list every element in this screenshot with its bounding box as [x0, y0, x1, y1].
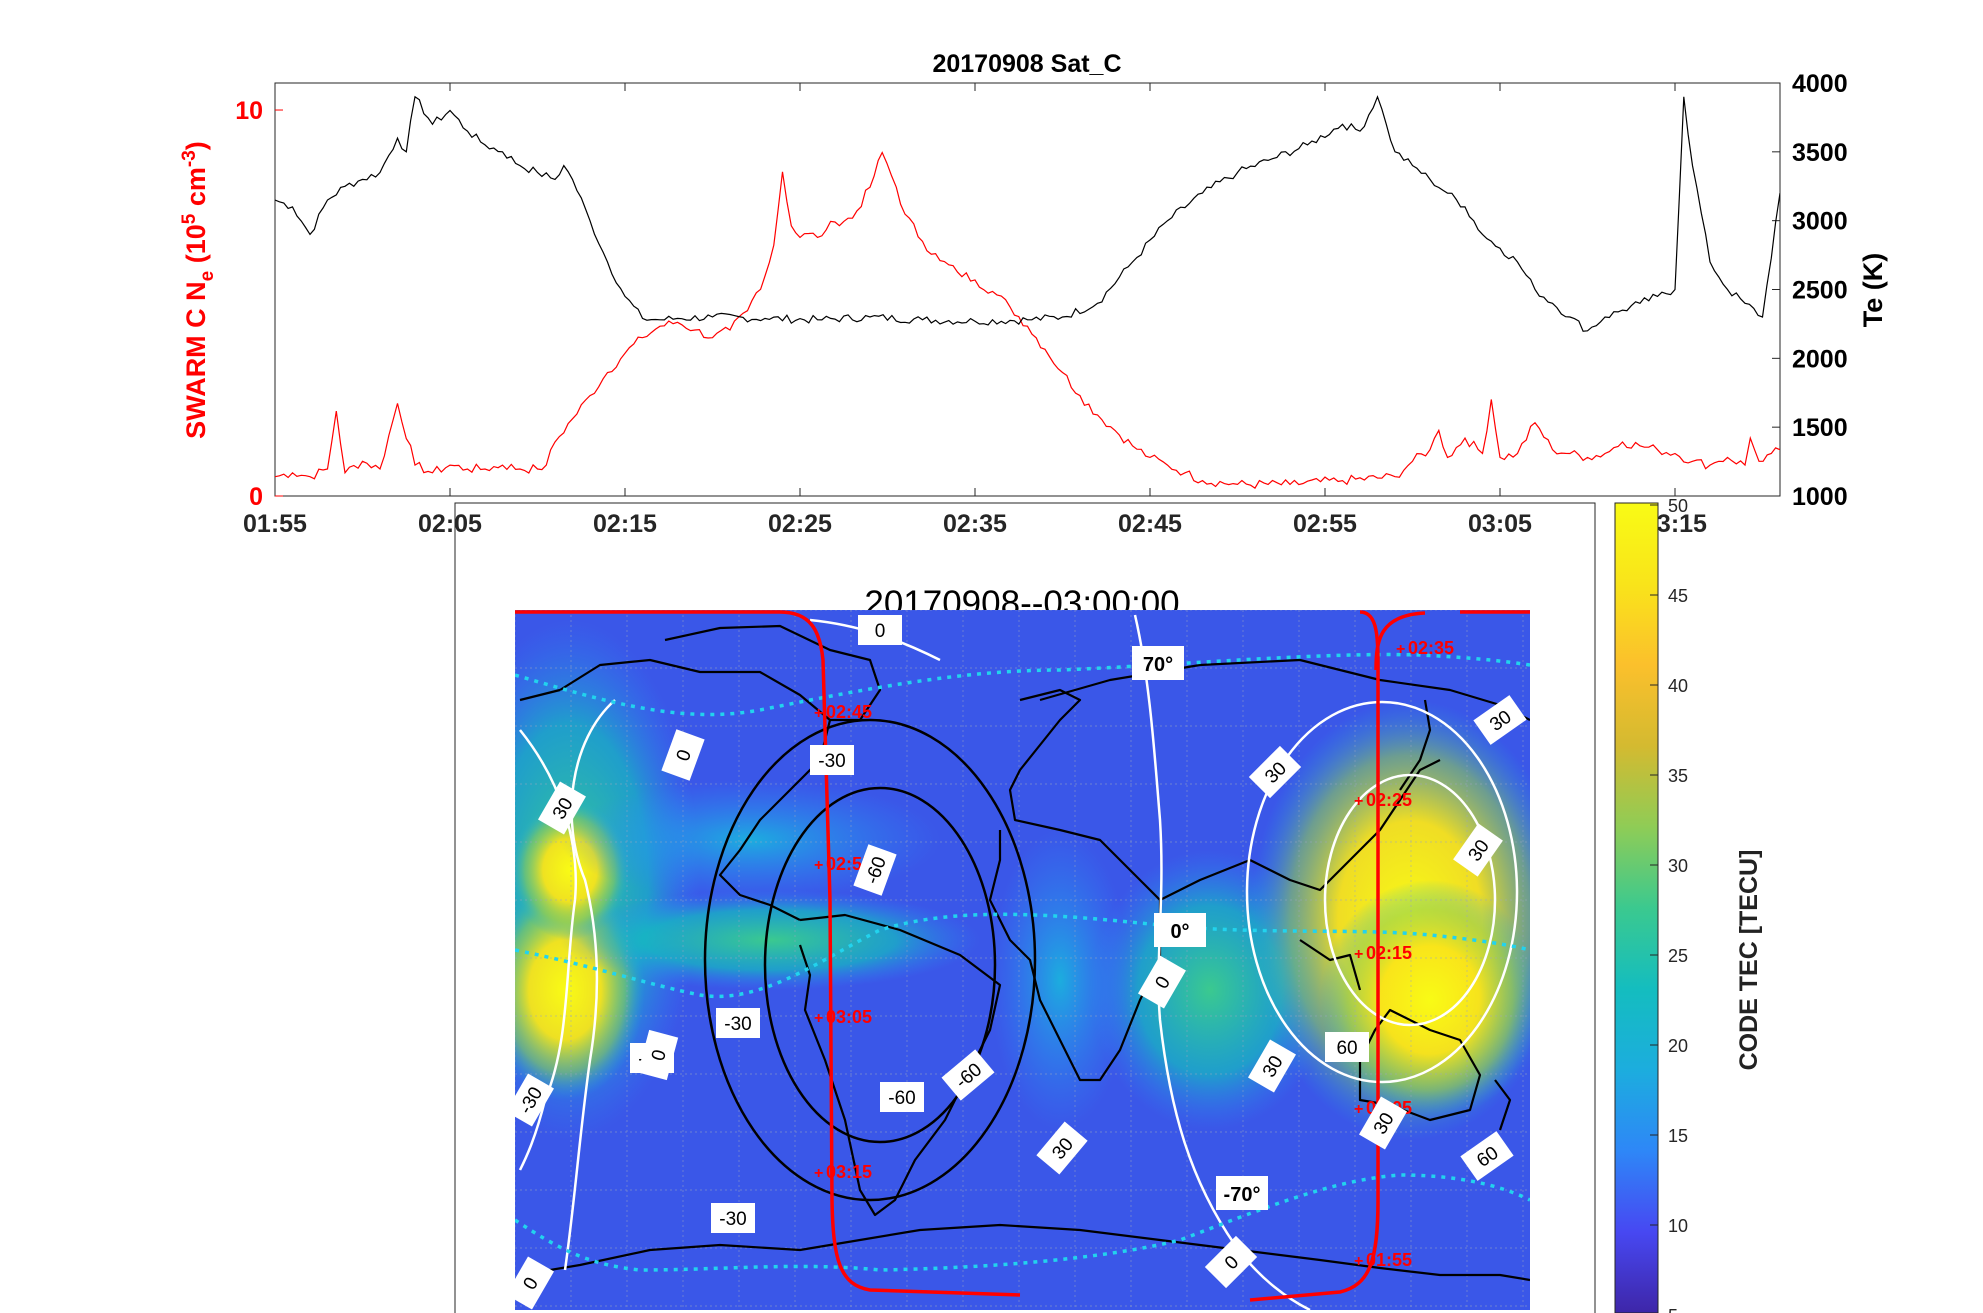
colorbar-tick-label: 50: [1668, 496, 1688, 516]
map-axes-frame: [454, 502, 1596, 1313]
contour-label: 30: [1248, 745, 1302, 799]
right-y-tick-label: 4000: [1792, 70, 1848, 98]
x-tick-label: 02:55: [1293, 510, 1357, 538]
track-marker-symbol: +: [1354, 793, 1363, 810]
track-marker-symbol: +: [1354, 1101, 1363, 1118]
contour-label: -30: [711, 1203, 755, 1233]
colorbar-tick-label: 30: [1668, 856, 1688, 876]
right-y-tick-label: 2000: [1792, 345, 1848, 373]
x-tick-label: 02:15: [593, 510, 657, 538]
contour-label: -30: [810, 745, 854, 775]
colorbar-tick-label: 10: [1668, 1216, 1688, 1236]
track-time-label: 02:15: [1366, 943, 1412, 963]
contour-labels: 003030-30-3030-30-60-60-60-3030-3070°030…: [515, 615, 1527, 1310]
track-time-label: 01:55: [1366, 1250, 1412, 1270]
svg-text:-30: -30: [719, 1209, 746, 1230]
tec-enhancement: [560, 780, 940, 900]
x-tick-label: 01:55: [243, 510, 307, 538]
contour-label: 30: [1359, 1096, 1407, 1150]
contour-label: 30: [1248, 1039, 1296, 1093]
latitude-label: 0°: [1154, 913, 1206, 947]
track-time-label: 03:05: [826, 1007, 872, 1027]
svg-text:0: 0: [875, 621, 886, 642]
plot-frame: [274, 82, 1781, 497]
colorbar-tick-label: 40: [1668, 676, 1688, 696]
tec-enhancement: [560, 890, 980, 990]
colorbar-ticks: 50 45 40 35 30 25 20 15 10 5: [1650, 496, 1688, 1313]
right-y-axis-label: Te (K): [1858, 253, 1888, 328]
svg-text:-30: -30: [818, 751, 845, 772]
tec-map-panel: 20170908--03:00:00: [454, 496, 1763, 1313]
colorbar-tick-label: 25: [1668, 946, 1688, 966]
x-axis: 01:55 02:05 02:15 02:25 02:35 02:45 02:55 03:05…: [243, 83, 1707, 538]
tec-enhancement: [990, 830, 1130, 1130]
electron-density-line: [275, 151, 1780, 489]
x-tick-label: 03:05: [1468, 510, 1532, 538]
track-time-label: 02:45: [826, 702, 872, 722]
svg-text:-30: -30: [724, 1014, 751, 1035]
contour-label: 0: [1138, 955, 1186, 1009]
svg-text:0°: 0°: [1170, 921, 1189, 943]
latitude-label: 70°: [1132, 646, 1184, 680]
satellite-track-markers: +01:55+02:05+02:15+02:25+02:35+02:45+02:…: [814, 638, 1454, 1270]
colorbar-tick-label: 20: [1668, 1036, 1688, 1056]
contour-label: 0: [661, 729, 705, 781]
contour-label: 0: [1204, 1235, 1258, 1289]
track-marker-symbol: +: [814, 857, 823, 874]
left-y-axis-label: SWARM C Ne (105 cm-3): [179, 141, 218, 439]
track-marker-symbol: +: [814, 1165, 823, 1182]
right-y-tick-label: 3500: [1792, 139, 1848, 167]
x-tick-label: 02:25: [768, 510, 832, 538]
contour-label: -30: [716, 1008, 760, 1038]
svg-text:-60: -60: [888, 1088, 915, 1109]
chart-title: 20170908 Sat_C: [932, 50, 1121, 78]
svg-text:0: 0: [648, 1048, 671, 1064]
colorbar-label: CODE TEC [TECU]: [1735, 850, 1763, 1071]
track-marker-symbol: +: [814, 1010, 823, 1027]
colorbar-tick-label: 15: [1668, 1126, 1688, 1146]
latitude-label: -70°: [1216, 1176, 1268, 1210]
track-marker-symbol: +: [814, 705, 823, 722]
x-tick-label: 02:35: [943, 510, 1007, 538]
contour-label: 30: [538, 781, 586, 835]
time-series-chart: 20170908 Sat_C 01:55 02:05 02:15 02:25 02:35…: [179, 50, 1888, 538]
contour-label: 60: [1325, 1032, 1369, 1062]
satellite-track: [515, 610, 1530, 1302]
contour-label: 0: [637, 1029, 679, 1081]
electron-temperature-line: [275, 95, 1780, 332]
right-y-tick-label: 1500: [1792, 414, 1848, 442]
contour-label: 0: [515, 1256, 554, 1310]
svg-text:-70°: -70°: [1224, 1184, 1261, 1206]
track-marker-symbol: +: [1396, 641, 1405, 658]
right-y-tick-label: 3000: [1792, 208, 1848, 236]
track-marker-symbol: +: [1354, 946, 1363, 963]
right-y-tick-label: 2500: [1792, 277, 1848, 305]
left-y-tick-label: 10: [235, 97, 263, 125]
track-time-label: 02:25: [1366, 790, 1412, 810]
left-y-tick-label: 0: [249, 483, 263, 511]
contour-label: -60: [880, 1082, 924, 1112]
x-tick-label: 02:45: [1118, 510, 1182, 538]
left-y-axis: 0 10: [235, 97, 283, 511]
magnetic-latitude-lines: [515, 652, 1530, 1272]
colorbar: [1614, 502, 1659, 1313]
colorbar-tick-label: 45: [1668, 586, 1688, 606]
colorbar-tick-label: 35: [1668, 766, 1688, 786]
x-tick-label: 02:05: [418, 510, 482, 538]
contour-label: 0: [858, 615, 902, 645]
contour-label: -60: [853, 844, 897, 896]
track-time-label: 03:15: [826, 1162, 872, 1182]
track-marker-symbol: +: [1354, 1253, 1363, 1270]
tec-enhancement: [1320, 880, 1530, 1120]
svg-text:70°: 70°: [1143, 654, 1173, 676]
colorbar-tick-label: 5: [1668, 1306, 1678, 1313]
right-y-tick-label: 1000: [1792, 483, 1848, 511]
right-y-axis: 1000 1500 2000 2500 3000 3500 4000: [1772, 70, 1848, 511]
svg-text:60: 60: [1336, 1038, 1357, 1059]
track-time-label: 02:35: [1408, 638, 1454, 658]
